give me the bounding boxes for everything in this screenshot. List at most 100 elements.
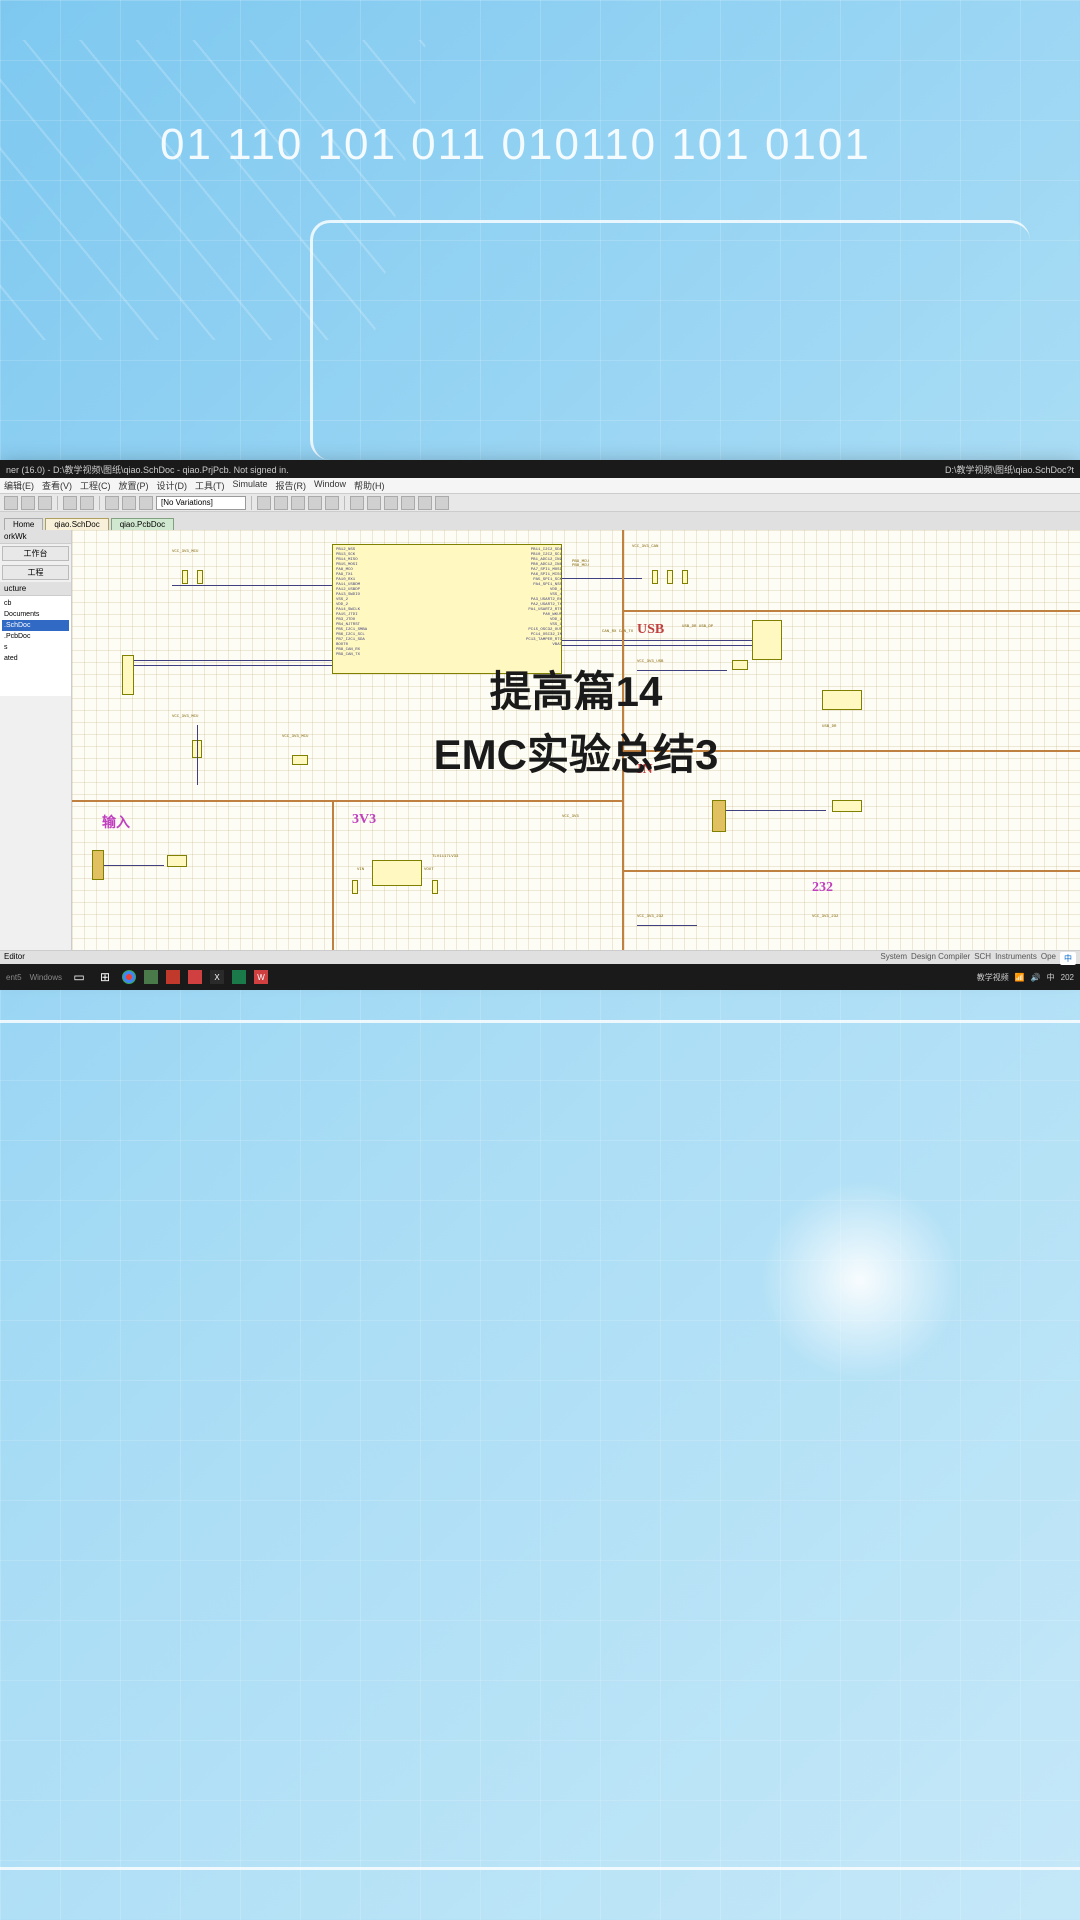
ime-indicator[interactable]: 中 <box>1047 972 1055 983</box>
menu-help[interactable]: 帮助(H) <box>354 479 385 492</box>
toolbar-icon[interactable] <box>384 496 398 510</box>
schematic-canvas[interactable]: PB12_NSSPB13_SCKPB14_MISOPB15_MOSIPA8_MC… <box>72 530 1080 950</box>
toolbar-icon[interactable] <box>401 496 415 510</box>
capacitor[interactable] <box>352 880 358 894</box>
tray-app-label[interactable]: 教学视频 <box>977 972 1009 983</box>
menu-project[interactable]: 工程(C) <box>80 479 111 492</box>
toolbar-separator <box>344 496 345 510</box>
taskview-icon[interactable]: ▭ <box>70 968 88 986</box>
tab-home[interactable]: Home <box>4 518 43 530</box>
toolbar-icon[interactable] <box>435 496 449 510</box>
search-text: ent5 <box>6 973 22 982</box>
wire <box>726 810 826 811</box>
capacitor[interactable] <box>432 880 438 894</box>
regulator-ic[interactable] <box>372 860 422 886</box>
component[interactable] <box>292 755 308 765</box>
menu-design[interactable]: 设计(D) <box>157 479 188 492</box>
toolbar-icon[interactable] <box>325 496 339 510</box>
net-vcc: VCC_3V3_MCU <box>172 550 198 554</box>
capacitor[interactable] <box>182 570 188 584</box>
wire <box>562 645 752 646</box>
wire <box>132 660 332 661</box>
wire <box>637 670 727 671</box>
block-divider <box>622 610 1080 612</box>
toolbar-icon[interactable] <box>80 496 94 510</box>
menu-window[interactable]: Window <box>314 479 346 492</box>
capacitor[interactable] <box>652 570 658 584</box>
tree-item[interactable]: s <box>2 642 69 653</box>
menu-bar[interactable]: 编辑(E) 查看(V) 工程(C) 放置(P) 设计(D) 工具(T) Simu… <box>0 478 1080 494</box>
app-icon[interactable] <box>188 970 202 984</box>
tree-item[interactable]: .PcbDoc <box>2 631 69 642</box>
resistor-array[interactable] <box>122 655 134 695</box>
toolbar-icon[interactable] <box>291 496 305 510</box>
tab-schematic[interactable]: qiao.SchDoc <box>45 518 108 530</box>
volume-icon[interactable]: 🔊 <box>1031 973 1041 982</box>
project-tree[interactable]: cb Documents .SchDoc .PcbDoc s ated <box>0 596 71 696</box>
menu-simulate[interactable]: Simulate <box>233 479 268 492</box>
tree-item[interactable]: Documents <box>2 609 69 620</box>
tree-item-selected[interactable]: .SchDoc <box>2 620 69 631</box>
block-divider <box>622 750 1080 752</box>
menu-edit[interactable]: 编辑(E) <box>4 479 34 492</box>
tree-item[interactable]: cb <box>2 598 69 609</box>
toolbar-icon[interactable] <box>122 496 136 510</box>
label-3v3: 3V3 <box>352 812 376 828</box>
menu-tools[interactable]: 工具(T) <box>195 479 225 492</box>
toolbar-separator <box>57 496 58 510</box>
toolbar-icon[interactable] <box>4 496 18 510</box>
app-icon[interactable] <box>144 970 158 984</box>
wps-icon[interactable]: W <box>254 970 268 984</box>
toolbar-icon[interactable] <box>367 496 381 510</box>
toolbar-icon[interactable] <box>418 496 432 510</box>
altium-icon[interactable]: X <box>210 970 224 984</box>
toolbar-icon[interactable] <box>350 496 364 510</box>
tab-instruments[interactable]: Instruments <box>995 952 1037 965</box>
capacitor[interactable] <box>197 570 203 584</box>
capacitor[interactable] <box>667 570 673 584</box>
diode-array[interactable] <box>822 690 862 710</box>
workspace-button[interactable]: 工作台 <box>2 546 69 561</box>
ic-component[interactable] <box>752 620 782 660</box>
title-text-right: D:\教学视频\图纸\qiao.SchDoc?t <box>945 463 1074 476</box>
component[interactable] <box>167 855 187 867</box>
project-button[interactable]: 工程 <box>2 565 69 580</box>
toolbar-icon[interactable] <box>63 496 77 510</box>
menu-place[interactable]: 放置(P) <box>119 479 149 492</box>
sidebar-header: orkWk <box>0 530 71 544</box>
mcu-pins-right: PB11_I2C2_SDAPB10_I2C2_SCLPB1_ADC12_IN9P… <box>452 548 562 648</box>
label-in: IN <box>637 762 653 778</box>
connector[interactable] <box>92 850 104 880</box>
tab-compiler[interactable]: Design Compiler <box>911 952 970 965</box>
toolbar-icon[interactable] <box>105 496 119 510</box>
toolbar-icon[interactable] <box>308 496 322 510</box>
wire <box>637 925 697 926</box>
app-icon[interactable] <box>232 970 246 984</box>
wifi-icon[interactable]: 📶 <box>1015 973 1025 982</box>
toolbar-icon[interactable] <box>257 496 271 510</box>
menu-view[interactable]: 查看(V) <box>42 479 72 492</box>
clock[interactable]: 202 <box>1061 973 1074 982</box>
menu-reports[interactable]: 报告(R) <box>276 479 307 492</box>
tab-pcb[interactable]: qiao.PcbDoc <box>111 518 174 530</box>
project-sidebar: orkWk 工作台 工程 ucture cb Documents .SchDoc… <box>0 530 72 950</box>
chrome-icon[interactable] <box>122 970 136 984</box>
capacitor[interactable] <box>682 570 688 584</box>
block-divider <box>622 870 1080 872</box>
tab-system[interactable]: System <box>880 952 907 965</box>
component[interactable] <box>832 800 862 812</box>
tab-ope[interactable]: Ope <box>1041 952 1056 965</box>
component[interactable] <box>732 660 748 670</box>
label-input: 输入 <box>102 812 130 832</box>
tab-sch[interactable]: SCH <box>974 952 991 965</box>
store-icon[interactable]: ⊞ <box>96 968 114 986</box>
variations-dropdown[interactable]: [No Variations] <box>156 496 246 510</box>
toolbar-icon[interactable] <box>38 496 52 510</box>
toolbar-icon[interactable] <box>274 496 288 510</box>
toolbar-icon[interactable] <box>139 496 153 510</box>
tree-item[interactable]: ated <box>2 653 69 664</box>
app-icon[interactable] <box>166 970 180 984</box>
connector[interactable] <box>712 800 726 832</box>
toolbar-icon[interactable] <box>21 496 35 510</box>
ime-badge[interactable]: 中 <box>1060 952 1076 965</box>
